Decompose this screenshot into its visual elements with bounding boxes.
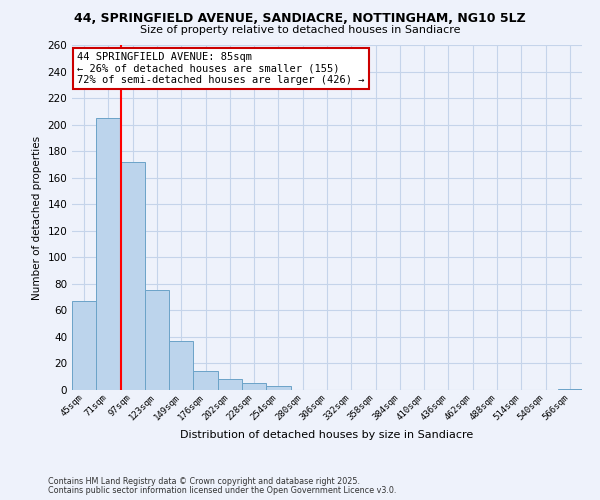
- Bar: [242, 384, 266, 390]
- Bar: [169, 341, 193, 390]
- Text: Contains HM Land Registry data © Crown copyright and database right 2025.: Contains HM Land Registry data © Crown c…: [48, 477, 360, 486]
- Bar: [218, 380, 242, 390]
- Bar: [193, 372, 218, 390]
- Bar: [72, 301, 96, 390]
- Bar: [121, 162, 145, 390]
- X-axis label: Distribution of detached houses by size in Sandiacre: Distribution of detached houses by size …: [181, 430, 473, 440]
- Text: Contains public sector information licensed under the Open Government Licence v3: Contains public sector information licen…: [48, 486, 397, 495]
- Text: 44 SPRINGFIELD AVENUE: 85sqm
← 26% of detached houses are smaller (155)
72% of s: 44 SPRINGFIELD AVENUE: 85sqm ← 26% of de…: [77, 52, 365, 85]
- Bar: [266, 386, 290, 390]
- Text: Size of property relative to detached houses in Sandiacre: Size of property relative to detached ho…: [140, 25, 460, 35]
- Y-axis label: Number of detached properties: Number of detached properties: [32, 136, 42, 300]
- Bar: [96, 118, 121, 390]
- Bar: [145, 290, 169, 390]
- Text: 44, SPRINGFIELD AVENUE, SANDIACRE, NOTTINGHAM, NG10 5LZ: 44, SPRINGFIELD AVENUE, SANDIACRE, NOTTI…: [74, 12, 526, 26]
- Bar: [558, 388, 582, 390]
